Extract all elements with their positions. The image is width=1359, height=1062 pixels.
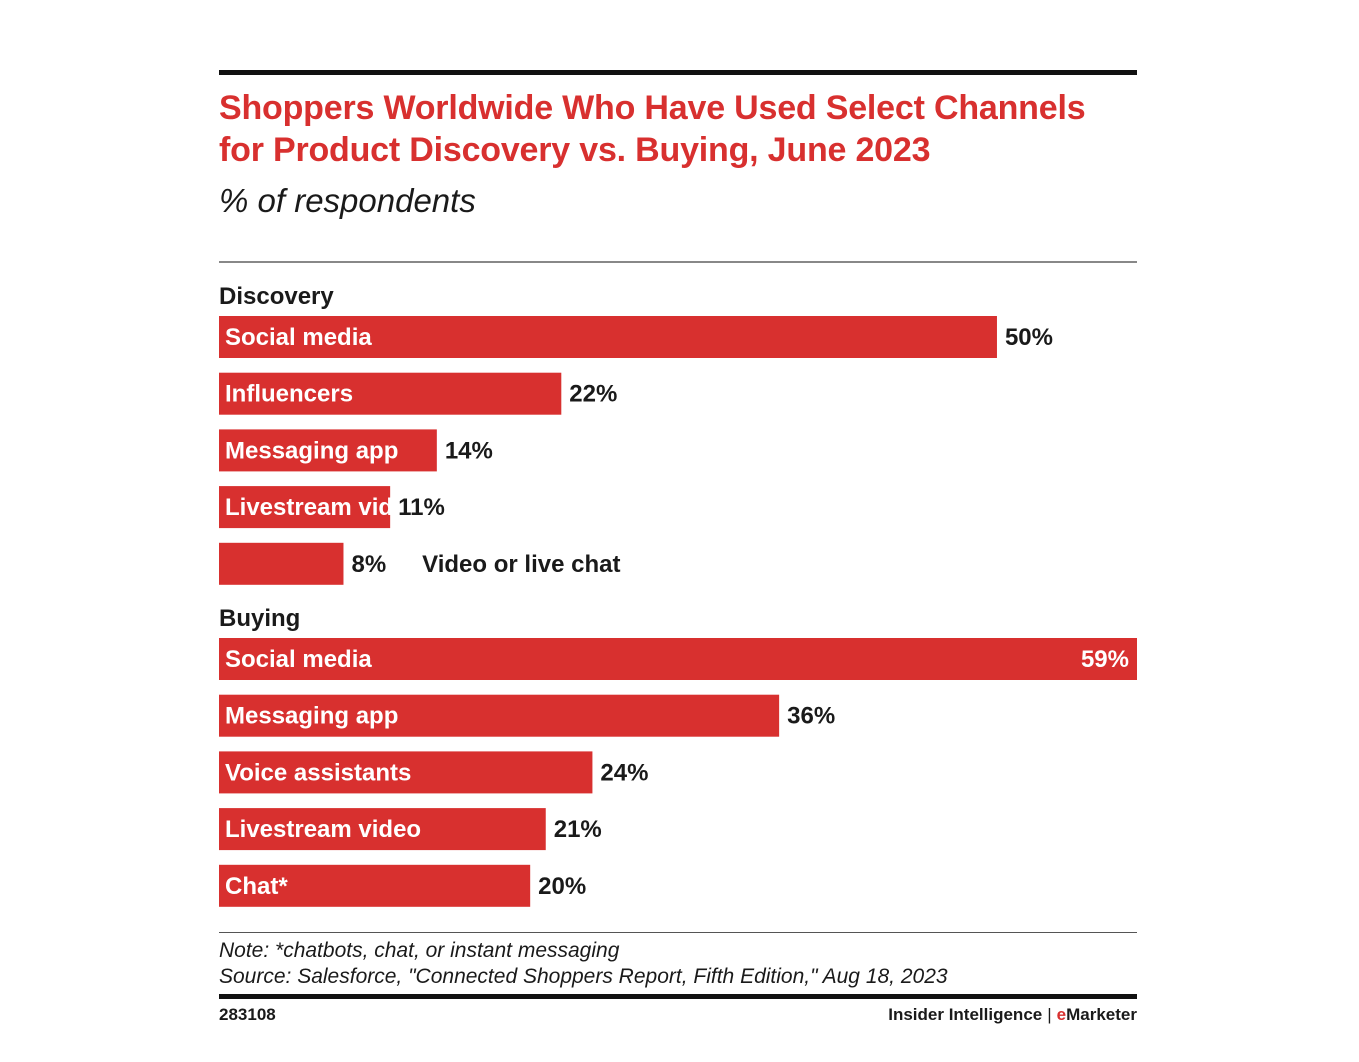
value-label-buying-livestream-video: 21% xyxy=(554,816,602,843)
chart-subtitle: % of respondents xyxy=(219,182,476,219)
category-label-discovery-livestream-video: Livestream video xyxy=(225,494,421,521)
source-text: Source: Salesforce, "Connected Shoppers … xyxy=(219,965,948,988)
bottom-rule xyxy=(219,994,1137,999)
category-label-buying-messaging-app: Messaging app xyxy=(225,703,398,730)
brand-insider-intelligence: Insider Intelligence xyxy=(888,1005,1043,1024)
value-label-buying-chat: 20% xyxy=(538,873,586,900)
footnotes: Note: *chatbots, chat, or instant messag… xyxy=(219,938,1137,990)
bar-buying-voice-assistants xyxy=(219,751,593,794)
bar-buying-messaging-app xyxy=(219,694,780,737)
category-label-discovery-influencers: Influencers xyxy=(225,381,353,408)
note-text: Note: *chatbots, chat, or instant messag… xyxy=(219,939,620,962)
header-divider xyxy=(219,261,1137,263)
group-label-buying: Buying xyxy=(219,605,300,632)
value-label-discovery-influencers: 22% xyxy=(569,381,617,408)
value-label-discovery-social-media: 50% xyxy=(1005,324,1053,351)
bar-discovery-video-or-live-chat xyxy=(219,542,344,585)
bar-discovery-messaging-app xyxy=(219,429,437,472)
group-label-discovery: Discovery xyxy=(219,283,334,310)
bar-buying-livestream-video xyxy=(219,808,546,851)
chart-id: 283108 xyxy=(219,1005,276,1024)
footer-divider xyxy=(219,932,1137,933)
bar-buying-chat xyxy=(219,864,531,907)
value-label-buying-voice-assistants: 24% xyxy=(600,759,648,786)
category-label-discovery-social-media: Social media xyxy=(225,324,372,351)
brand-logo: Insider Intelligence | eMarketer xyxy=(888,1005,1137,1025)
bar-discovery-social-media xyxy=(219,316,997,358)
category-label-discovery-messaging-app: Messaging app xyxy=(225,437,398,464)
bar-buying-social-media xyxy=(219,638,1137,680)
brand-marketer: Marketer xyxy=(1066,1005,1137,1024)
bar-chart: Discovery Social media 50% Influencers 22% Me… xyxy=(219,283,1137,907)
value-label-discovery-video-or-live-chat: 8% xyxy=(351,551,386,578)
value-label-discovery-messaging-app: 14% xyxy=(445,437,493,464)
value-label-buying-social-media: 59% xyxy=(1081,646,1129,673)
category-label-buying-livestream-video: Livestream video xyxy=(225,816,421,843)
chart-title: Shoppers Worldwide Who Have Used Select … xyxy=(219,89,1086,169)
chart-header: Shoppers Worldwide Who Have Used Select … xyxy=(219,70,1137,263)
category-label-buying-social-media: Social media xyxy=(225,646,372,673)
brand-separator: | xyxy=(1047,1005,1052,1024)
category-label-discovery-video-or-live-chat: Video or live chat xyxy=(422,551,620,578)
category-label-buying-chat: Chat* xyxy=(225,873,288,900)
bar-discovery-livestream-video xyxy=(219,486,391,529)
category-label-buying-voice-assistants: Voice assistants xyxy=(225,759,411,786)
value-label-discovery-livestream-video: 11% xyxy=(398,494,445,521)
top-rule xyxy=(219,70,1137,75)
brand-e: e xyxy=(1056,1005,1067,1024)
value-label-buying-messaging-app: 36% xyxy=(787,703,835,730)
bar-discovery-influencers xyxy=(219,372,562,415)
